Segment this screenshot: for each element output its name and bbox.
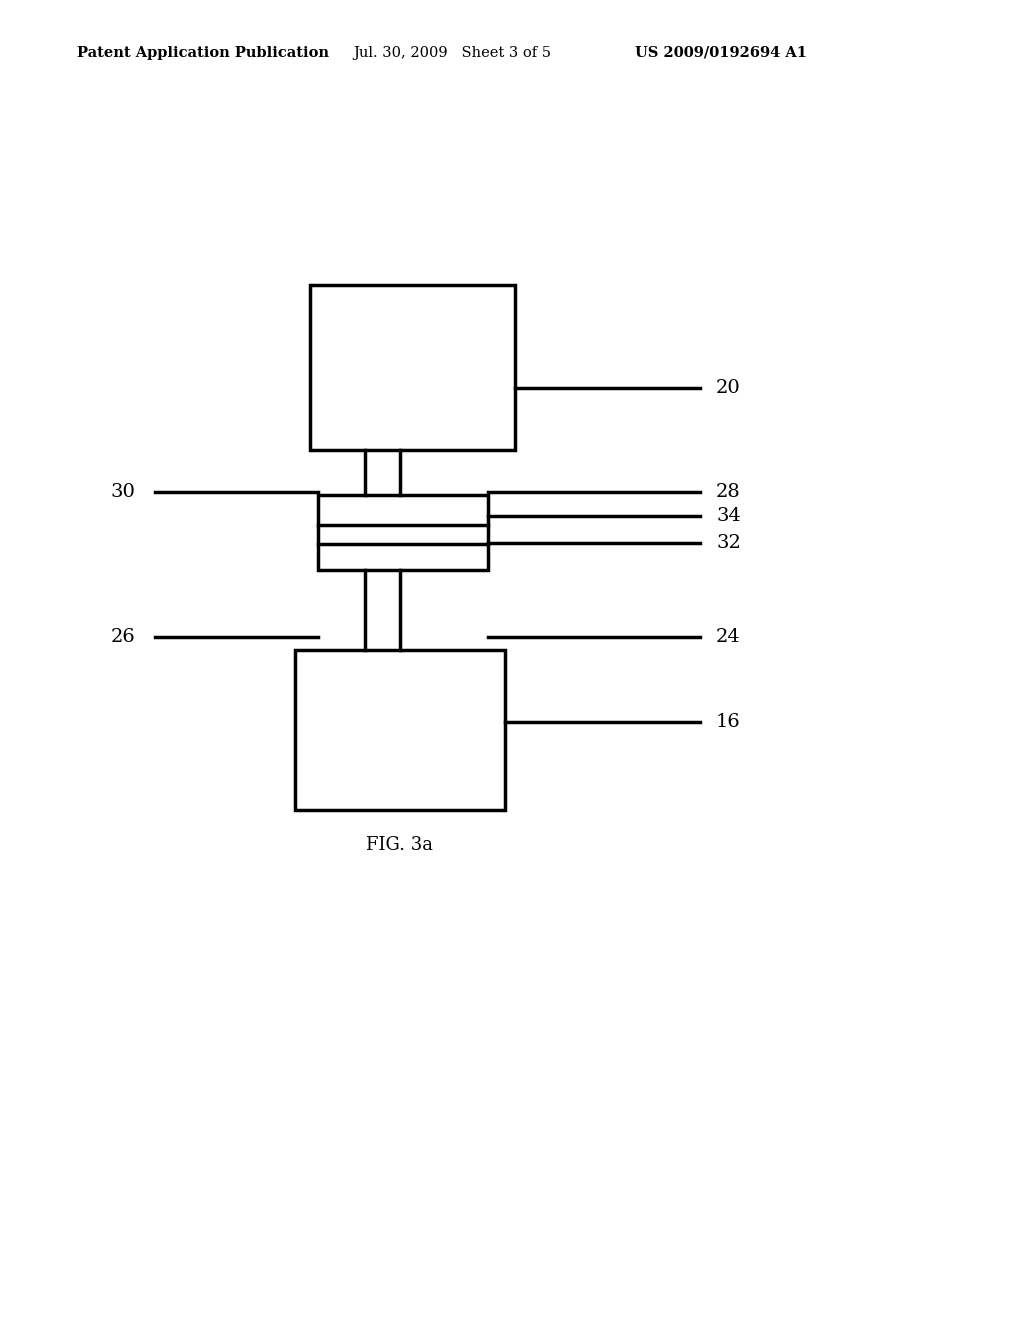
Bar bbox=[310, 285, 515, 450]
Text: 34: 34 bbox=[716, 507, 741, 525]
Bar bbox=[318, 495, 488, 570]
Text: FIG. 3a: FIG. 3a bbox=[367, 836, 433, 854]
Text: 32: 32 bbox=[716, 535, 741, 552]
Text: 28: 28 bbox=[716, 483, 740, 502]
Text: Patent Application Publication: Patent Application Publication bbox=[77, 46, 329, 59]
Text: 16: 16 bbox=[716, 713, 740, 731]
Text: 30: 30 bbox=[111, 483, 136, 502]
Text: US 2009/0192694 A1: US 2009/0192694 A1 bbox=[635, 46, 807, 59]
Text: 24: 24 bbox=[716, 628, 740, 645]
Text: Jul. 30, 2009   Sheet 3 of 5: Jul. 30, 2009 Sheet 3 of 5 bbox=[353, 46, 551, 59]
Text: 26: 26 bbox=[111, 628, 136, 645]
Text: 20: 20 bbox=[716, 379, 740, 397]
Bar bbox=[295, 649, 505, 810]
